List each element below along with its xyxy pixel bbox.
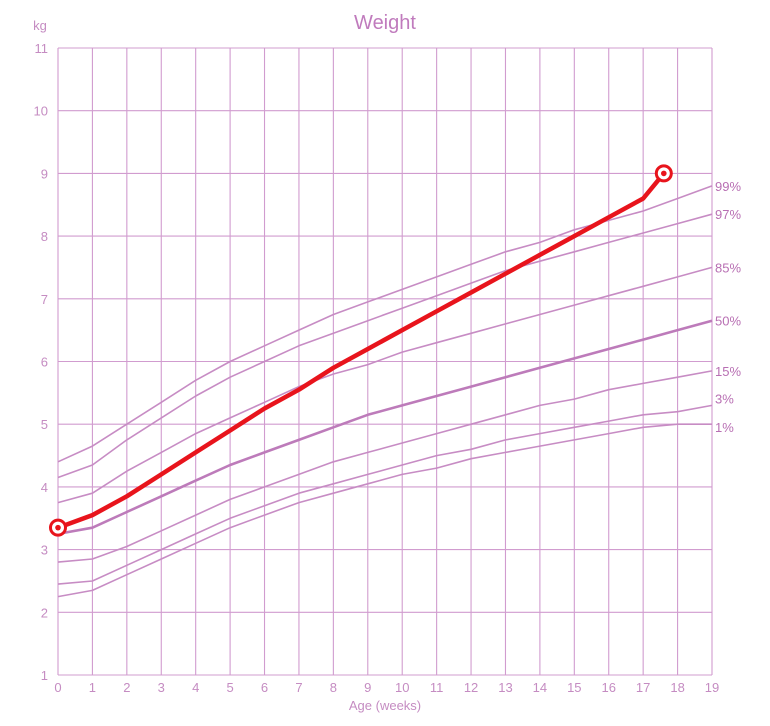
- patient-weight-line: [55, 171, 667, 530]
- x-tick-label: 19: [705, 680, 719, 695]
- percentile-curve: [57, 213, 713, 479]
- y-tick-label: 10: [34, 104, 48, 119]
- x-tick-label: 13: [498, 680, 512, 695]
- patient-data-point-center: [55, 524, 61, 531]
- percentile-label: 1%: [715, 420, 734, 435]
- x-tick-label: 17: [636, 680, 650, 695]
- x-tick-label: 1: [89, 680, 96, 695]
- x-tick-label: 2: [123, 680, 130, 695]
- x-tick-label: 5: [226, 680, 233, 695]
- patient-series: [49, 164, 673, 537]
- percentile-label: 50%: [715, 314, 741, 329]
- percentile-label: 3%: [715, 391, 734, 406]
- y-tick-label: 7: [41, 292, 48, 307]
- x-tick-label: 7: [295, 680, 302, 695]
- percentile-label: 15%: [715, 364, 741, 379]
- percentile-label: 85%: [715, 260, 741, 275]
- y-tick-label: 1: [41, 668, 48, 683]
- x-tick-label: 6: [261, 680, 268, 695]
- percentile-curve: [57, 319, 713, 536]
- x-tick-label: 11: [430, 680, 444, 695]
- x-tick-label: 9: [364, 680, 371, 695]
- x-tick-label: 16: [602, 680, 616, 695]
- percentile-curve: [57, 370, 713, 563]
- y-axis-label: kg: [33, 18, 47, 33]
- x-tick-label: 18: [670, 680, 684, 695]
- x-tick-label: 10: [395, 680, 409, 695]
- x-tick-label: 14: [533, 680, 547, 695]
- x-tick-label: 4: [192, 680, 199, 695]
- percentile-curve: [57, 423, 712, 598]
- y-tick-label: 4: [41, 480, 48, 495]
- x-tick-label: 12: [464, 680, 478, 695]
- percentile-label: 97%: [715, 207, 741, 222]
- chart-title: Weight: [354, 12, 416, 34]
- y-tick-label: 9: [41, 166, 48, 181]
- grid: [57, 47, 713, 676]
- patient-data-point-center: [661, 170, 667, 177]
- y-tick-label: 11: [35, 41, 49, 56]
- y-tick-label: 5: [41, 417, 48, 432]
- y-tick-label: 6: [41, 355, 48, 370]
- x-tick-label: 3: [158, 680, 165, 695]
- x-tick-label: 15: [567, 680, 581, 695]
- y-tick-label: 8: [41, 229, 48, 244]
- y-tick-label: 3: [41, 543, 48, 558]
- x-tick-label: 8: [330, 680, 337, 695]
- x-ticks: 0 1 2 3 4 5 6 7 8 9 10 11 12 13 14 15 16 17 18 19: [54, 680, 719, 695]
- x-axis-label: Age (weeks): [349, 698, 421, 713]
- percentile-curve: [57, 266, 713, 504]
- percentile-label: 99%: [715, 179, 741, 194]
- percentile-curves: [57, 185, 713, 598]
- y-tick-label: 2: [41, 605, 48, 620]
- y-ticks: 1 2 3 4 5 6 7 8 9 10 11: [34, 41, 48, 683]
- percentile-curve: [57, 404, 713, 585]
- percentile-labels: 99% 97% 85% 50% 15% 3% 1%: [715, 179, 741, 435]
- x-tick-label: 0: [54, 680, 61, 695]
